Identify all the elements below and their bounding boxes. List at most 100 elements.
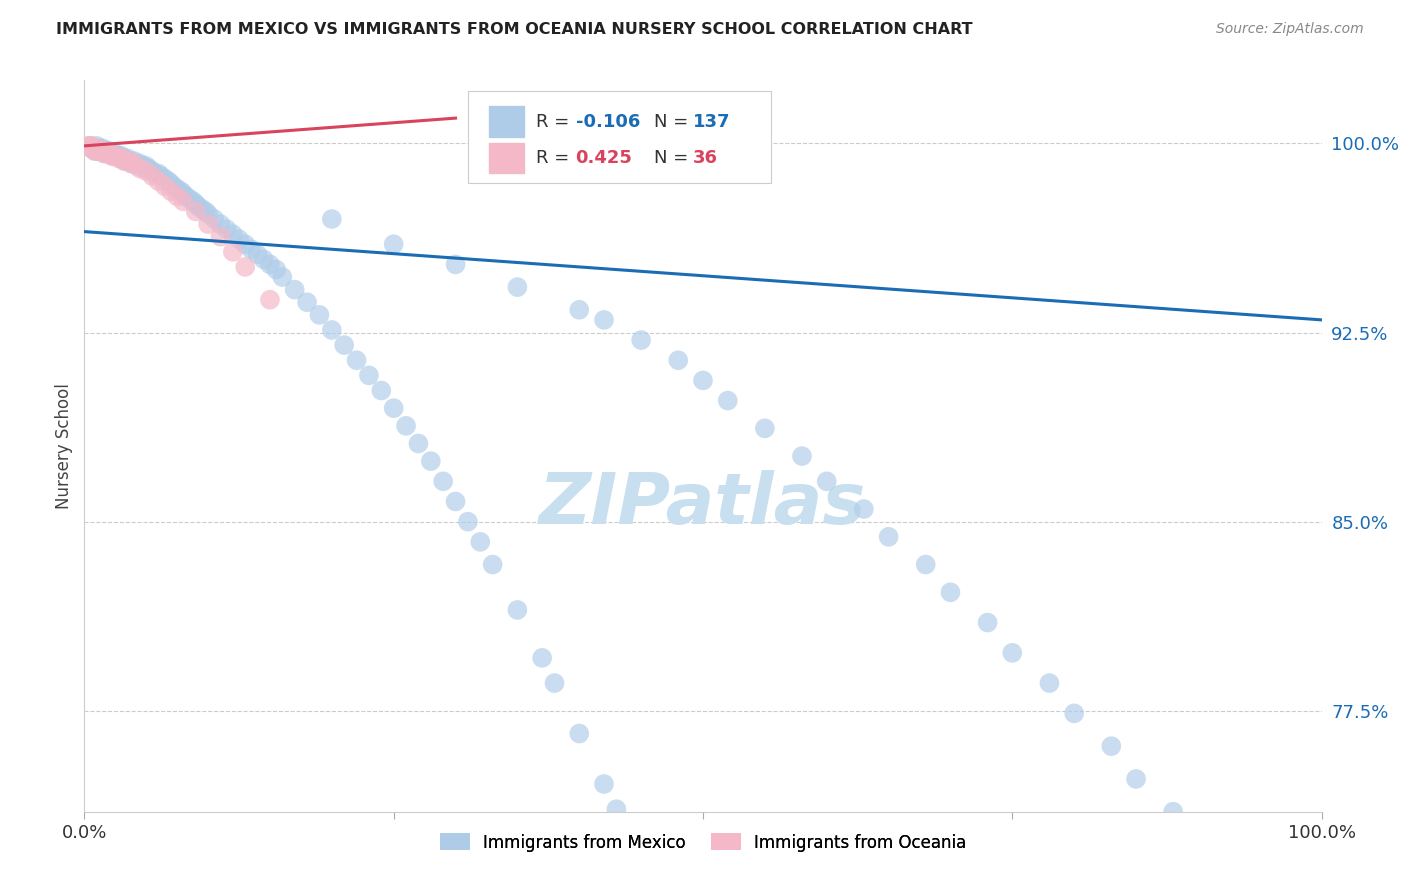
- Point: [129, 161, 152, 176]
- Point: [108, 152, 131, 166]
- Point: [166, 189, 188, 203]
- Point: [432, 475, 454, 489]
- Point: [666, 353, 689, 368]
- Point: [105, 149, 128, 163]
- Point: [184, 197, 207, 211]
- Point: [939, 585, 962, 599]
- Point: [209, 217, 232, 231]
- Point: [129, 156, 152, 170]
- Text: -0.106: -0.106: [575, 112, 640, 131]
- Point: [120, 156, 142, 170]
- Point: [96, 146, 118, 161]
- Point: [148, 167, 170, 181]
- Point: [259, 257, 281, 271]
- Point: [692, 373, 714, 387]
- Point: [112, 152, 135, 166]
- Point: [89, 144, 111, 158]
- Point: [543, 676, 565, 690]
- Point: [191, 202, 214, 216]
- Point: [209, 229, 232, 244]
- Point: [82, 141, 104, 155]
- Point: [370, 384, 392, 398]
- Point: [110, 149, 132, 163]
- Point: [172, 186, 194, 201]
- Point: [101, 149, 124, 163]
- Legend: Immigrants from Mexico, Immigrants from Oceania: Immigrants from Mexico, Immigrants from …: [433, 827, 973, 858]
- Point: [568, 726, 591, 740]
- Point: [382, 401, 405, 416]
- Point: [110, 152, 132, 166]
- Text: N =: N =: [654, 149, 693, 167]
- Point: [114, 153, 136, 168]
- Point: [125, 156, 148, 170]
- Point: [754, 421, 776, 435]
- Point: [357, 368, 380, 383]
- Point: [228, 232, 250, 246]
- Point: [246, 247, 269, 261]
- Point: [86, 141, 108, 155]
- Point: [91, 144, 114, 158]
- Point: [790, 449, 813, 463]
- Point: [1001, 646, 1024, 660]
- Point: [197, 207, 219, 221]
- Point: [160, 184, 183, 198]
- Point: [98, 144, 121, 158]
- Text: 36: 36: [693, 149, 718, 167]
- Point: [1063, 706, 1085, 721]
- Point: [127, 159, 149, 173]
- Point: [914, 558, 936, 572]
- Point: [630, 853, 652, 867]
- Point: [89, 144, 111, 158]
- Text: R =: R =: [536, 112, 575, 131]
- Point: [181, 194, 204, 209]
- Text: 137: 137: [693, 112, 731, 131]
- Point: [77, 139, 100, 153]
- Point: [96, 146, 118, 161]
- FancyBboxPatch shape: [468, 91, 770, 183]
- Point: [148, 174, 170, 188]
- Point: [138, 161, 160, 176]
- Point: [110, 152, 132, 166]
- Point: [135, 164, 157, 178]
- Point: [120, 156, 142, 170]
- Point: [506, 280, 529, 294]
- Point: [84, 144, 107, 158]
- Bar: [489, 106, 523, 137]
- Point: [179, 192, 201, 206]
- Point: [630, 333, 652, 347]
- Point: [83, 141, 105, 155]
- Point: [93, 146, 115, 161]
- Point: [160, 177, 183, 191]
- Point: [108, 149, 131, 163]
- Point: [83, 144, 105, 158]
- Point: [100, 146, 122, 161]
- Bar: [489, 143, 523, 173]
- Text: Source: ZipAtlas.com: Source: ZipAtlas.com: [1216, 22, 1364, 37]
- Point: [382, 237, 405, 252]
- Point: [93, 146, 115, 161]
- Point: [86, 144, 108, 158]
- Point: [346, 353, 368, 368]
- Point: [568, 302, 591, 317]
- Point: [321, 212, 343, 227]
- Point: [202, 212, 225, 227]
- Point: [444, 257, 467, 271]
- Point: [157, 174, 180, 188]
- Point: [89, 141, 111, 155]
- Text: ZIPatlas: ZIPatlas: [540, 470, 866, 539]
- Point: [98, 146, 121, 161]
- Point: [717, 393, 740, 408]
- Point: [506, 603, 529, 617]
- Point: [86, 139, 108, 153]
- Text: N =: N =: [654, 112, 693, 131]
- Point: [481, 558, 503, 572]
- Point: [96, 144, 118, 158]
- Point: [333, 338, 356, 352]
- Point: [80, 141, 103, 155]
- Point: [295, 295, 318, 310]
- Point: [86, 144, 108, 158]
- Point: [877, 530, 900, 544]
- Point: [233, 260, 256, 274]
- Point: [395, 418, 418, 433]
- Text: R =: R =: [536, 149, 575, 167]
